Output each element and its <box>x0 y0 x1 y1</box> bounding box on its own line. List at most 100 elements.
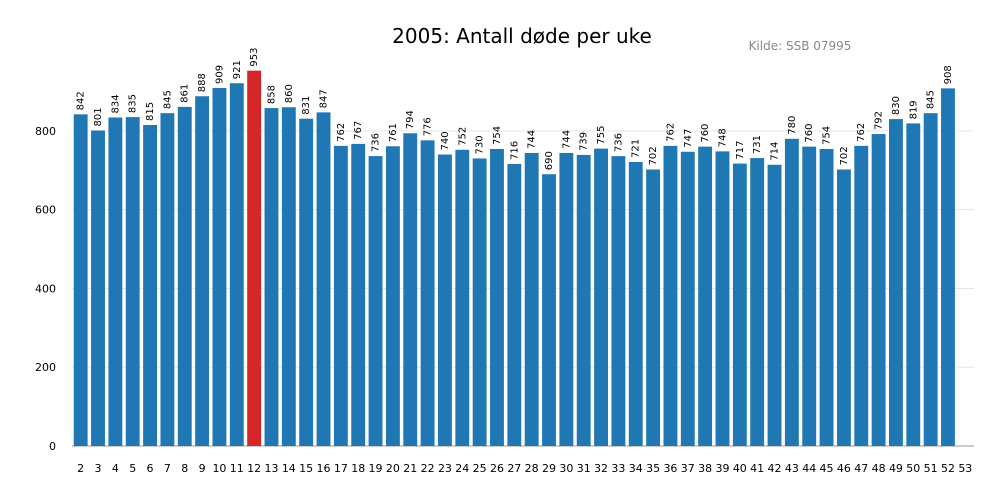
x-tick-label-20: 20 <box>386 462 400 475</box>
value-label-week-5: 835 <box>128 94 139 113</box>
value-label-week-24: 752 <box>457 127 468 146</box>
value-label-week-20: 761 <box>388 123 399 142</box>
bar-week-16 <box>316 112 331 446</box>
x-tick-label-34: 34 <box>629 462 643 475</box>
bar-week-35 <box>646 169 661 446</box>
bar-week-14 <box>281 107 296 446</box>
value-label-week-44: 760 <box>804 124 815 143</box>
bar-week-8 <box>177 106 192 446</box>
bar-week-7 <box>160 113 175 447</box>
value-label-week-36: 762 <box>665 123 676 142</box>
value-label-week-3: 801 <box>93 107 104 126</box>
bar-week-22 <box>420 140 435 446</box>
x-tick-label-5: 5 <box>129 462 136 475</box>
x-tick-label-6: 6 <box>147 462 154 475</box>
x-tick-label-21: 21 <box>403 462 417 475</box>
x-tick-label-11: 11 <box>230 462 244 475</box>
value-label-week-32: 755 <box>596 126 607 145</box>
x-tick-label-38: 38 <box>698 462 712 475</box>
bar-week-48 <box>871 134 886 446</box>
value-label-week-26: 754 <box>492 126 503 145</box>
x-tick-label-48: 48 <box>872 462 886 475</box>
bar-week-40 <box>732 163 747 447</box>
bar-week-43 <box>784 138 799 446</box>
x-tick-label-14: 14 <box>282 462 296 475</box>
bar-week-10 <box>212 87 227 447</box>
bar-week-32 <box>594 148 608 447</box>
value-label-week-42: 714 <box>770 142 781 161</box>
x-tick-label-30: 30 <box>559 462 573 475</box>
value-label-week-30: 744 <box>561 130 572 149</box>
value-label-week-23: 740 <box>440 131 451 150</box>
value-label-week-40: 717 <box>735 140 746 159</box>
x-tick-label-28: 28 <box>525 462 539 475</box>
value-label-week-9: 888 <box>197 73 208 92</box>
x-tick-label-53: 53 <box>958 462 972 475</box>
value-label-week-48: 792 <box>874 111 885 130</box>
x-tick-label-18: 18 <box>351 462 365 475</box>
x-axis-ticks: 2 3 4 5 6 7 8 9 10 11 12 13 14 15 16 17 18 19 20 21 22 23 24 25… <box>77 462 972 475</box>
value-label-week-17: 762 <box>336 123 347 142</box>
value-label-week-14: 860 <box>284 84 295 103</box>
bar-week-50 <box>906 123 921 447</box>
bar-week-19 <box>368 156 383 446</box>
value-label-week-50: 819 <box>908 100 919 119</box>
bar-week-41 <box>750 158 765 447</box>
bar-week-3 <box>91 130 105 446</box>
bar-week-24 <box>455 149 470 446</box>
value-label-week-10: 909 <box>214 65 225 84</box>
value-label-week-52: 908 <box>943 65 954 84</box>
value-label-week-2: 842 <box>76 91 87 110</box>
value-label-week-46: 702 <box>839 146 850 165</box>
value-label-week-39: 748 <box>717 128 728 147</box>
y-tick-label-400: 400 <box>35 282 56 295</box>
value-label-week-45: 754 <box>822 126 833 145</box>
value-label-week-21: 794 <box>405 110 416 129</box>
x-tick-label-43: 43 <box>785 462 799 475</box>
value-label-week-16: 847 <box>319 89 330 108</box>
bar-week-29 <box>542 174 556 446</box>
x-tick-label-52: 52 <box>941 462 955 475</box>
bar-week-27 <box>507 163 522 446</box>
y-tick-label-600: 600 <box>35 204 56 217</box>
value-label-week-33: 736 <box>613 133 624 152</box>
x-tick-label-44: 44 <box>802 462 816 475</box>
x-tick-label-10: 10 <box>212 462 226 475</box>
bar-week-12 <box>247 70 262 446</box>
x-tick-label-3: 3 <box>95 462 102 475</box>
x-tick-label-13: 13 <box>264 462 278 475</box>
bar-week-34 <box>628 162 643 446</box>
x-tick-label-17: 17 <box>334 462 348 475</box>
y-tick-label-0: 0 <box>49 440 56 453</box>
bar-week-44 <box>802 146 817 446</box>
bar-week-28 <box>524 152 539 446</box>
value-label-week-28: 744 <box>527 130 538 149</box>
x-tick-label-19: 19 <box>369 462 383 475</box>
chart-title: 2005: Antall døde per uke <box>392 24 652 48</box>
y-tick-label-800: 800 <box>35 125 56 138</box>
bar-week-5 <box>125 117 140 446</box>
value-label-week-35: 702 <box>648 146 659 165</box>
bar-week-37 <box>680 151 695 446</box>
value-label-week-34: 721 <box>631 139 642 158</box>
x-tick-label-41: 41 <box>750 462 764 475</box>
value-label-week-19: 736 <box>371 133 382 152</box>
value-label-week-6: 815 <box>145 102 156 121</box>
value-label-week-43: 780 <box>787 116 798 135</box>
x-tick-label-37: 37 <box>681 462 695 475</box>
value-label-week-25: 730 <box>475 135 486 154</box>
bar-week-52 <box>941 88 955 446</box>
value-label-week-13: 858 <box>266 85 277 104</box>
bar-week-47 <box>854 145 869 447</box>
bar-week-4 <box>108 117 123 447</box>
bar-week-23 <box>438 154 452 446</box>
value-labels: 842 801 834 835 815 845 861 888 909 921 953 858 860 8… <box>76 48 954 171</box>
x-tick-label-2: 2 <box>77 462 84 475</box>
y-axis-ticks: 0 200 400 600 800 <box>35 125 56 453</box>
value-label-week-38: 760 <box>700 124 711 143</box>
x-tick-label-9: 9 <box>199 462 206 475</box>
x-tick-label-7: 7 <box>164 462 171 475</box>
value-label-week-49: 830 <box>891 96 902 115</box>
x-tick-label-35: 35 <box>646 462 660 475</box>
